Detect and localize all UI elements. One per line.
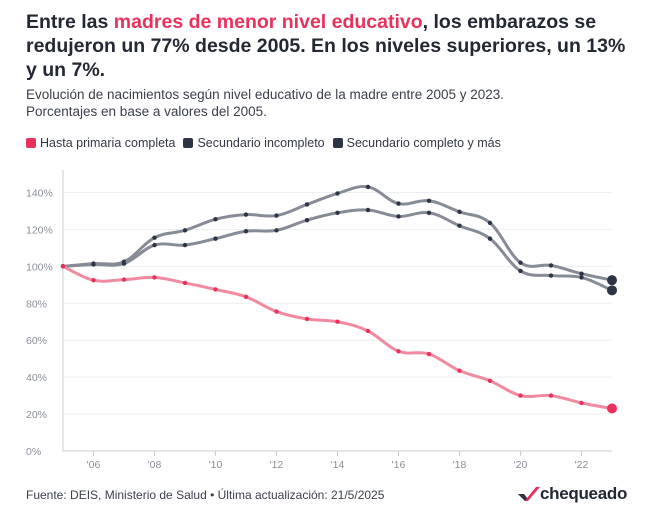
data-point — [91, 277, 96, 283]
series-line-hasta-primaria-completa — [61, 264, 614, 411]
chart-legend: Hasta primaria completa Secundario incom… — [26, 136, 509, 150]
data-point — [518, 393, 523, 398]
axis-layer: 0% 20% 40% 60% 80% 100% 120% 140% '06 '08 '10 '12 '1… — [26, 170, 589, 471]
x-tick-label: '18 — [453, 459, 467, 471]
data-point — [182, 242, 188, 248]
data-point — [213, 217, 218, 222]
data-point — [274, 228, 279, 233]
data-point — [487, 378, 493, 384]
data-point — [396, 214, 401, 219]
title-part-1: Entre las — [26, 11, 114, 33]
data-point — [365, 184, 371, 190]
data-point — [396, 349, 401, 354]
line-chart: 0% 20% 40% 60% 80% 100% 120% 140% '06 '08 '10 '12 '1… — [26, 170, 617, 471]
data-point — [579, 271, 584, 276]
data-point — [457, 209, 462, 215]
data-point — [152, 242, 157, 248]
data-point — [243, 229, 249, 234]
x-tick-label: '14 — [331, 459, 345, 471]
data-point — [487, 236, 493, 241]
chart-subtitle: Evolución de nacimientos según nivel edu… — [26, 86, 626, 120]
data-point — [426, 351, 432, 357]
y-tick-label: 100% — [26, 261, 53, 273]
legend-swatch-secundario-completo — [332, 138, 343, 148]
legend-swatch-secundario-incompleto — [183, 138, 194, 148]
legend-label-secundario-incompleto: Secundario incompleto — [197, 136, 325, 150]
data-point — [335, 210, 340, 215]
y-tick-label: 140% — [26, 187, 53, 199]
y-tick-label: 0% — [26, 446, 41, 458]
y-tick-label: 120% — [26, 224, 53, 236]
title-part-2: , los embarazos se redujeron un 77% desd… — [26, 11, 626, 81]
data-point — [182, 280, 188, 286]
data-point — [365, 328, 371, 334]
data-point — [457, 223, 462, 228]
source-footer: Fuente: DEIS, Ministerio de Salud • Últi… — [26, 488, 385, 502]
data-point — [487, 220, 493, 226]
data-point — [579, 275, 584, 280]
brand-name: chequeado — [540, 484, 628, 503]
data-point — [182, 228, 188, 233]
x-tick-label: '10 — [209, 459, 223, 471]
data-point — [274, 213, 279, 218]
data-point — [60, 264, 66, 269]
data-point — [548, 273, 554, 278]
data-point — [335, 319, 340, 324]
data-point — [457, 368, 462, 373]
data-point — [121, 277, 127, 282]
legend-item-secundario-completo: Secundario completo y más — [332, 136, 501, 150]
data-point — [274, 309, 279, 314]
series-end-point — [607, 285, 617, 296]
y-tick-label: 20% — [26, 409, 47, 421]
data-point — [518, 268, 523, 274]
check-mark-icon — [518, 487, 540, 501]
legend-item-primaria: Hasta primaria completa — [26, 136, 175, 150]
y-tick-label: 60% — [26, 335, 47, 347]
data-point — [426, 198, 432, 203]
data-point — [91, 262, 96, 267]
data-point — [304, 217, 310, 223]
data-point — [304, 316, 310, 322]
data-point — [548, 393, 554, 398]
x-tick-label: '16 — [392, 459, 406, 471]
data-point — [335, 191, 340, 196]
x-tick-label: '08 — [148, 459, 162, 471]
data-point — [426, 210, 432, 215]
title-highlight: madres de menor nivel educativo — [113, 11, 423, 33]
legend-label-secundario-completo: Secundario completo y más — [346, 136, 501, 150]
subtitle-line-2: Porcentajes en base a valores del 2005. — [26, 104, 267, 119]
data-point — [213, 287, 218, 292]
x-tick-label: '06 — [87, 459, 101, 471]
subtitle-line-1: Evolución de nacimientos según nivel edu… — [26, 87, 505, 102]
series-layer — [60, 184, 617, 414]
data-point — [243, 212, 249, 217]
chequeado-logo[interactable]: chequeado — [518, 484, 627, 504]
series-end-point — [607, 275, 617, 286]
legend-item-secundario-incompleto: Secundario incompleto — [183, 136, 325, 150]
x-tick-label: '20 — [514, 459, 528, 471]
data-point — [304, 202, 310, 207]
data-point — [152, 275, 157, 280]
data-point — [152, 235, 157, 240]
data-point — [579, 400, 584, 406]
legend-label-primaria: Hasta primaria completa — [40, 136, 176, 150]
data-point — [518, 260, 523, 265]
x-tick-label: '22 — [575, 459, 589, 471]
y-tick-label: 40% — [26, 372, 47, 384]
x-tick-label: '12 — [270, 459, 284, 471]
data-point — [365, 207, 371, 213]
data-point — [213, 236, 218, 241]
chart-title: Entre las madres de menor nivel educativ… — [26, 10, 636, 82]
y-tick-label: 80% — [26, 298, 47, 310]
series-end-point — [607, 403, 617, 414]
data-point — [243, 294, 249, 300]
data-point — [121, 261, 127, 266]
data-point — [548, 263, 554, 268]
data-point — [396, 201, 401, 206]
legend-swatch-primaria — [26, 138, 36, 148]
